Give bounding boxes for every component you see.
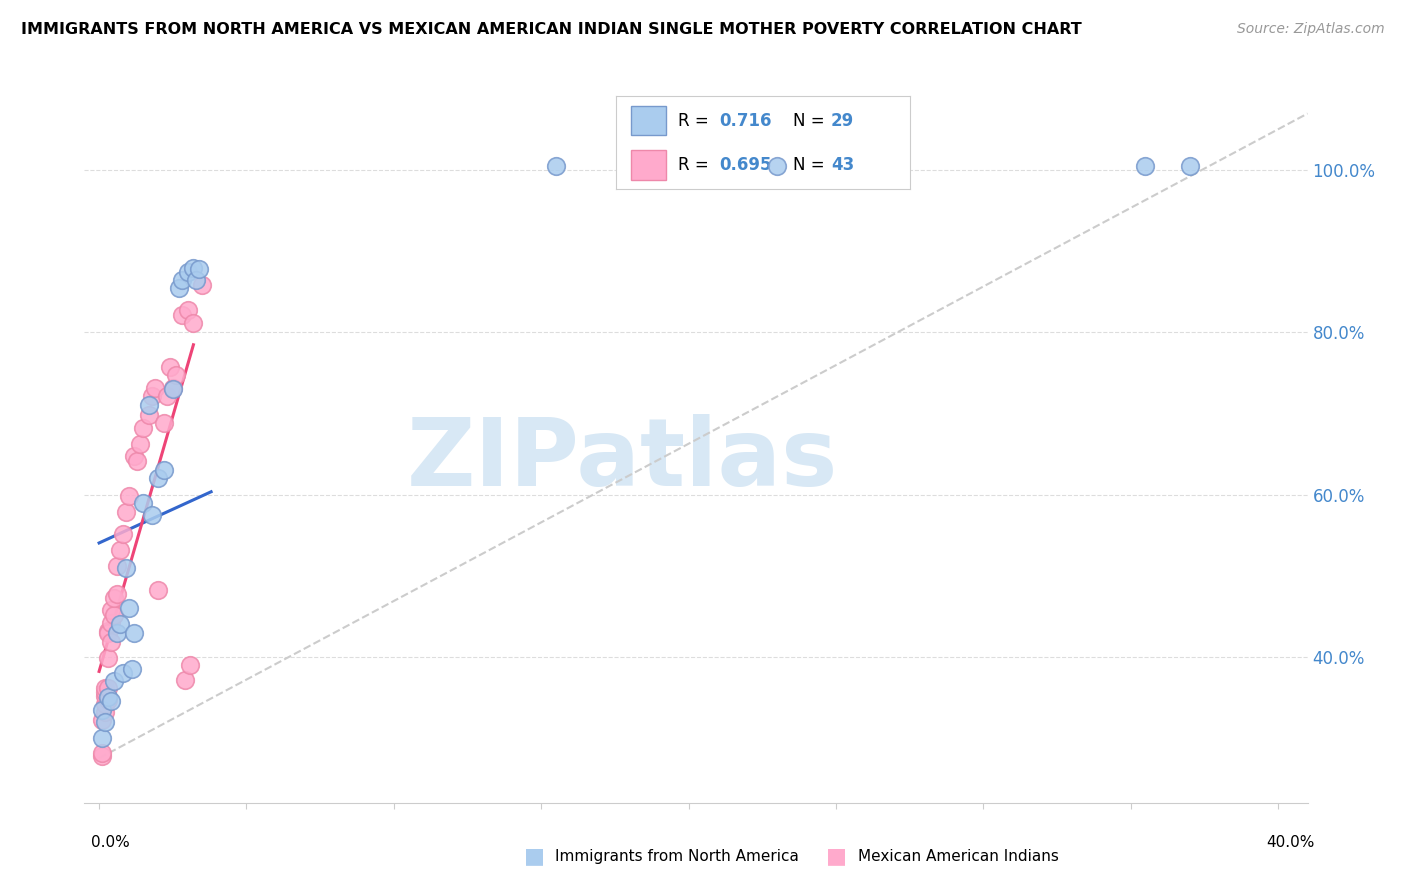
- Point: [105, 559, 128, 574]
- Point: [162, 382, 184, 396]
- Text: ■: ■: [524, 847, 544, 866]
- Text: 0.0%: 0.0%: [91, 836, 131, 850]
- Point: [114, 506, 136, 520]
- Point: [124, 625, 146, 640]
- Point: [179, 657, 201, 672]
- Point: [138, 399, 160, 413]
- Point: [183, 260, 205, 275]
- Point: [141, 389, 163, 403]
- Point: [108, 617, 131, 632]
- Point: [111, 526, 134, 541]
- Point: [176, 302, 198, 317]
- Point: [1135, 159, 1157, 173]
- Point: [165, 368, 187, 382]
- Point: [544, 159, 567, 173]
- Point: [100, 615, 122, 630]
- Point: [111, 666, 134, 681]
- Point: [97, 624, 120, 638]
- Point: [176, 265, 198, 279]
- Point: [146, 471, 169, 485]
- Point: [146, 583, 169, 598]
- Point: [138, 408, 160, 422]
- Point: [156, 389, 179, 403]
- Point: [170, 308, 193, 322]
- Point: [97, 693, 120, 707]
- Point: [121, 662, 143, 676]
- Text: IMMIGRANTS FROM NORTH AMERICA VS MEXICAN AMERICAN INDIAN SINGLE MOTHER POVERTY C: IMMIGRANTS FROM NORTH AMERICA VS MEXICAN…: [21, 22, 1081, 37]
- Point: [94, 681, 117, 695]
- Point: [153, 463, 176, 477]
- Point: [97, 681, 120, 695]
- Point: [117, 489, 139, 503]
- Point: [129, 437, 152, 451]
- Point: [124, 449, 146, 463]
- Point: [100, 635, 122, 649]
- Text: 40.0%: 40.0%: [1267, 836, 1315, 850]
- Point: [91, 731, 114, 745]
- Point: [173, 673, 195, 687]
- Point: [103, 607, 125, 622]
- Point: [191, 278, 214, 293]
- Point: [97, 651, 120, 665]
- Point: [162, 381, 184, 395]
- Point: [188, 262, 211, 277]
- Point: [91, 748, 114, 763]
- Point: [105, 625, 128, 640]
- Point: [94, 689, 117, 703]
- Point: [94, 714, 117, 729]
- Point: [94, 684, 117, 698]
- Text: ■: ■: [827, 847, 846, 866]
- Point: [170, 273, 193, 287]
- Point: [186, 273, 208, 287]
- Point: [153, 417, 176, 431]
- Point: [103, 674, 125, 689]
- Point: [100, 603, 122, 617]
- Point: [114, 560, 136, 574]
- Point: [766, 159, 789, 173]
- Point: [143, 381, 166, 395]
- Point: [117, 601, 139, 615]
- Text: Source: ZipAtlas.com: Source: ZipAtlas.com: [1237, 22, 1385, 37]
- Point: [167, 281, 190, 295]
- Point: [91, 702, 114, 716]
- Text: ZIPatlas: ZIPatlas: [406, 414, 838, 507]
- Point: [97, 690, 120, 705]
- Text: Immigrants from North America: Immigrants from North America: [555, 849, 799, 863]
- Point: [108, 542, 131, 557]
- Point: [91, 713, 114, 727]
- Point: [1178, 159, 1201, 173]
- Point: [103, 591, 125, 606]
- Point: [159, 359, 181, 374]
- Point: [94, 705, 117, 719]
- Text: Mexican American Indians: Mexican American Indians: [858, 849, 1059, 863]
- Point: [132, 496, 155, 510]
- Point: [100, 694, 122, 708]
- Point: [105, 586, 128, 600]
- Point: [91, 746, 114, 760]
- Point: [97, 625, 120, 640]
- Point: [94, 697, 117, 711]
- Point: [141, 508, 163, 522]
- Point: [127, 453, 149, 467]
- Point: [183, 316, 205, 330]
- Point: [132, 421, 155, 435]
